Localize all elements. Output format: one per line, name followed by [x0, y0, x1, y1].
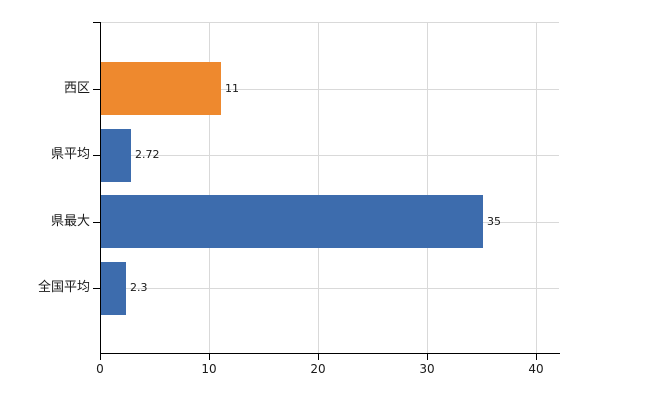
y-axis-top-tick — [93, 22, 100, 23]
bar-value-label: 2.3 — [130, 281, 148, 294]
x-tick-label: 20 — [310, 362, 326, 376]
x-axis-tick — [536, 354, 537, 360]
category-gridline — [101, 89, 559, 90]
y-axis-line — [100, 22, 101, 354]
x-axis-tick — [427, 354, 428, 360]
x-axis-line — [100, 353, 560, 354]
category-tick — [93, 288, 100, 289]
category-tick — [93, 155, 100, 156]
x-tick-label: 40 — [528, 362, 544, 376]
category-gridline — [101, 288, 559, 289]
bar-西区 — [101, 62, 221, 115]
x-tick-label: 30 — [419, 362, 435, 376]
x-axis-tick — [100, 354, 101, 360]
category-label-西区: 西区 — [63, 81, 90, 96]
x-axis-tick — [318, 354, 319, 360]
x-tick-label: 10 — [201, 362, 217, 376]
category-gridline — [101, 155, 559, 156]
category-label-県最大: 県最大 — [50, 214, 90, 229]
x-tick-label: 0 — [96, 362, 104, 376]
x-gridline — [536, 22, 537, 353]
category-label-全国平均: 全国平均 — [37, 280, 90, 295]
bar-value-label: 35 — [487, 215, 501, 228]
bar-県最大 — [101, 195, 483, 248]
bar-value-label: 2.72 — [135, 148, 160, 161]
plot-top-gridline — [101, 22, 559, 23]
category-tick — [93, 89, 100, 90]
x-gridline — [209, 22, 210, 353]
bar-value-label: 11 — [225, 82, 239, 95]
bar-全国平均 — [101, 262, 126, 315]
x-gridline — [318, 22, 319, 353]
x-axis-tick — [209, 354, 210, 360]
category-tick — [93, 222, 100, 223]
category-label-県平均: 県平均 — [50, 147, 90, 162]
x-gridline — [427, 22, 428, 353]
bar-県平均 — [101, 129, 131, 182]
